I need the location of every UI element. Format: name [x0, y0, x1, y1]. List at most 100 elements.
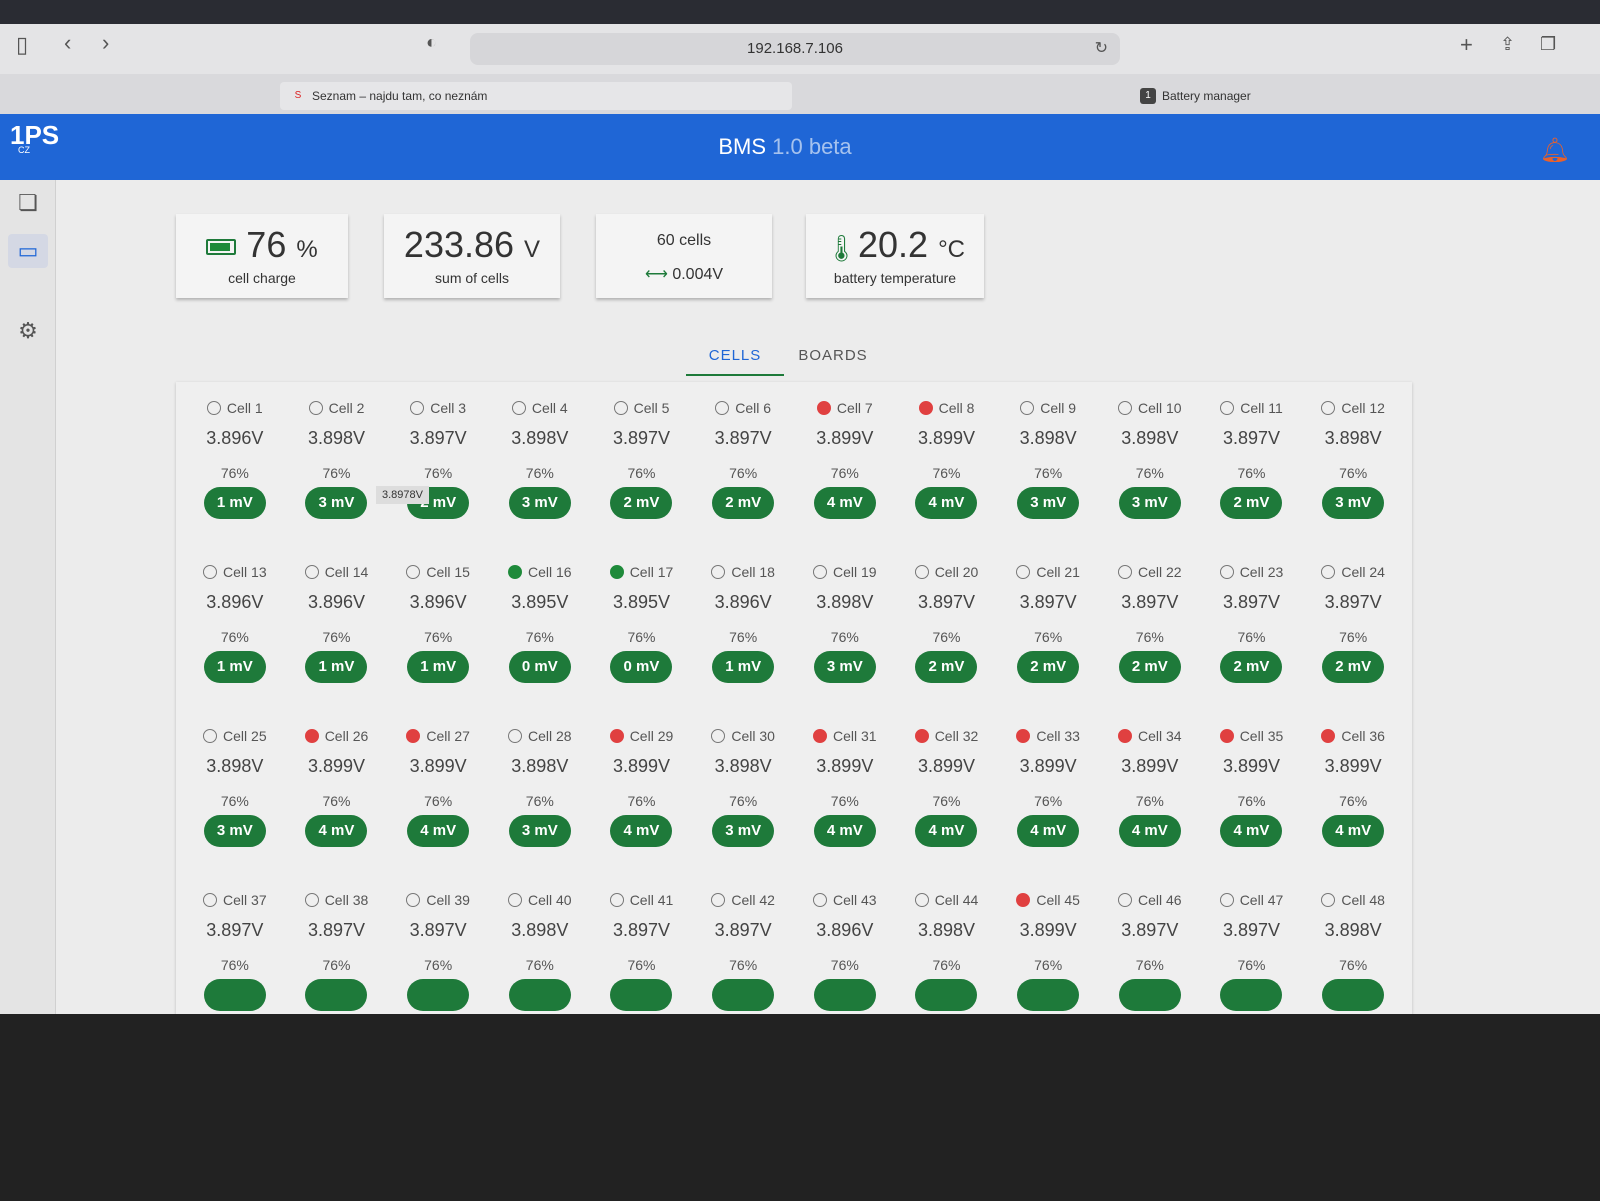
cell-card[interactable]: Cell 8 3.899V 76% 4 mV: [896, 392, 998, 556]
cell-status-icon[interactable]: [304, 893, 319, 907]
share-icon[interactable]: ⇪: [1500, 34, 1516, 54]
cell-card[interactable]: Cell 37 3.897V 76%: [184, 884, 286, 1022]
cell-status-icon[interactable]: [511, 401, 526, 415]
cell-status-icon[interactable]: [304, 565, 319, 579]
cell-status-icon[interactable]: [508, 565, 523, 579]
cell-status-icon[interactable]: [1219, 729, 1234, 743]
forward-icon[interactable]: ›: [102, 30, 110, 55]
cell-status-icon[interactable]: [1220, 401, 1235, 415]
cell-status-icon[interactable]: [609, 729, 624, 743]
cell-status-icon[interactable]: [711, 893, 726, 907]
cell-status-icon[interactable]: [406, 565, 421, 579]
cell-status-icon[interactable]: [813, 729, 828, 743]
cell-card[interactable]: Cell 10 3.898V 76% 3 mV: [1099, 392, 1201, 556]
cell-card[interactable]: Cell 43 3.896V 76%: [794, 884, 896, 1022]
cell-card[interactable]: Cell 4 3.898V 76% 3 mV: [489, 392, 591, 556]
cell-status-icon[interactable]: [406, 893, 421, 907]
reload-icon[interactable]: ↻: [1094, 40, 1108, 57]
url-bar[interactable]: 192.168.7.106 ↻: [470, 33, 1120, 65]
cell-card[interactable]: Cell 6 3.897V 76% 2 mV: [692, 392, 794, 556]
tabs-overview-icon[interactable]: ❐: [1540, 34, 1557, 54]
cell-status-icon[interactable]: [1321, 401, 1336, 415]
cell-status-icon[interactable]: [1321, 729, 1336, 743]
cell-status-icon[interactable]: [304, 729, 319, 743]
cell-status-icon[interactable]: [203, 565, 218, 579]
cell-card[interactable]: Cell 46 3.897V 76%: [1099, 884, 1201, 1022]
cell-card[interactable]: Cell 30 3.898V 76% 3 mV: [692, 720, 794, 884]
cell-status-icon[interactable]: [715, 401, 730, 415]
cell-status-icon[interactable]: [1016, 565, 1031, 579]
cell-status-icon[interactable]: [410, 401, 425, 415]
cell-status-icon[interactable]: [203, 893, 218, 907]
sidebar-toggle-icon[interactable]: ▯: [16, 32, 29, 57]
cell-card[interactable]: Cell 40 3.898V 76%: [489, 884, 591, 1022]
cell-status-icon[interactable]: [203, 729, 218, 743]
cell-status-icon[interactable]: [1118, 565, 1133, 579]
tab-boards[interactable]: BOARDS: [798, 347, 868, 364]
cell-card[interactable]: Cell 48 3.898V 76%: [1302, 884, 1404, 1022]
cell-card[interactable]: Cell 36 3.899V 76% 4 mV: [1302, 720, 1404, 884]
cell-card[interactable]: Cell 26 3.899V 76% 4 mV: [286, 720, 388, 884]
cell-card[interactable]: Cell 25 3.898V 76% 3 mV: [184, 720, 286, 884]
browser-tab-seznam[interactable]: S Seznam – najdu tam, co neznám: [280, 82, 792, 110]
cell-card[interactable]: Cell 39 3.897V 76%: [387, 884, 489, 1022]
cell-card[interactable]: Cell 12 3.898V 76% 3 mV: [1302, 392, 1404, 556]
cell-status-icon[interactable]: [1219, 565, 1234, 579]
cell-status-icon[interactable]: [1118, 893, 1133, 907]
cell-card[interactable]: Cell 5 3.897V 76% 2 mV: [591, 392, 693, 556]
cell-status-icon[interactable]: [1118, 401, 1133, 415]
cell-card[interactable]: Cell 2 3.898V 76% 3 mV: [286, 392, 388, 556]
cell-status-icon[interactable]: [711, 729, 726, 743]
cell-card[interactable]: Cell 1 3.896V 76% 1 mV: [184, 392, 286, 556]
cell-card[interactable]: Cell 14 3.896V 76% 1 mV: [286, 556, 388, 720]
cell-card[interactable]: Cell 28 3.898V 76% 3 mV: [489, 720, 591, 884]
cell-card[interactable]: Cell 9 3.898V 76% 3 mV: [997, 392, 1099, 556]
tab-cells[interactable]: CELLS: [686, 336, 784, 376]
cell-status-icon[interactable]: [1321, 893, 1336, 907]
cell-card[interactable]: Cell 13 3.896V 76% 1 mV: [184, 556, 286, 720]
cell-status-icon[interactable]: [1016, 729, 1031, 743]
cell-card[interactable]: Cell 31 3.899V 76% 4 mV: [794, 720, 896, 884]
cell-status-icon[interactable]: [914, 729, 929, 743]
cell-card[interactable]: Cell 16 3.895V 76% 0 mV: [489, 556, 591, 720]
cell-card[interactable]: Cell 33 3.899V 76% 4 mV: [997, 720, 1099, 884]
new-tab-icon[interactable]: +: [1460, 32, 1473, 57]
cell-card[interactable]: Cell 44 3.898V 76%: [896, 884, 998, 1022]
cell-status-icon[interactable]: [508, 893, 523, 907]
cell-card[interactable]: Cell 21 3.897V 76% 2 mV: [997, 556, 1099, 720]
cell-status-icon[interactable]: [609, 893, 624, 907]
cell-status-icon[interactable]: [308, 401, 323, 415]
cell-card[interactable]: Cell 45 3.899V 76%: [997, 884, 1099, 1022]
cell-status-icon[interactable]: [918, 401, 933, 415]
cell-card[interactable]: Cell 29 3.899V 76% 4 mV: [591, 720, 693, 884]
cell-status-icon[interactable]: [813, 893, 828, 907]
back-icon[interactable]: ‹: [64, 30, 72, 55]
cell-card[interactable]: Cell 18 3.896V 76% 1 mV: [692, 556, 794, 720]
cell-card[interactable]: Cell 7 3.899V 76% 4 mV: [794, 392, 896, 556]
cell-card[interactable]: Cell 19 3.898V 76% 3 mV: [794, 556, 896, 720]
browser-tab-battery-manager[interactable]: 1 Battery manager: [1140, 82, 1251, 110]
cell-status-icon[interactable]: [206, 401, 221, 415]
shield-icon[interactable]: ◐: [426, 32, 437, 52]
cell-status-icon[interactable]: [1020, 401, 1035, 415]
cell-status-icon[interactable]: [813, 565, 828, 579]
cell-card[interactable]: Cell 32 3.899V 76% 4 mV: [896, 720, 998, 884]
bell-icon[interactable]: 🔔︎: [1539, 137, 1570, 164]
cell-card[interactable]: Cell 42 3.897V 76%: [692, 884, 794, 1022]
cell-card[interactable]: Cell 22 3.897V 76% 2 mV: [1099, 556, 1201, 720]
sidebar-item-battery[interactable]: ▭: [8, 234, 48, 268]
cell-card[interactable]: Cell 15 3.896V 76% 1 mV: [387, 556, 489, 720]
cell-card[interactable]: Cell 11 3.897V 76% 2 mV: [1201, 392, 1303, 556]
cell-status-icon[interactable]: [1219, 893, 1234, 907]
cell-status-icon[interactable]: [609, 565, 624, 579]
cell-status-icon[interactable]: [508, 729, 523, 743]
cell-card[interactable]: Cell 17 3.895V 76% 0 mV: [591, 556, 693, 720]
cell-status-icon[interactable]: [914, 893, 929, 907]
cell-status-icon[interactable]: [816, 401, 831, 415]
cell-status-icon[interactable]: [613, 401, 628, 415]
cell-card[interactable]: Cell 3 3.897V 76% 2 mV: [387, 392, 489, 556]
cell-status-icon[interactable]: [406, 729, 421, 743]
cell-card[interactable]: Cell 41 3.897V 76%: [591, 884, 693, 1022]
cell-card[interactable]: Cell 23 3.897V 76% 2 mV: [1201, 556, 1303, 720]
cell-card[interactable]: Cell 20 3.897V 76% 2 mV: [896, 556, 998, 720]
